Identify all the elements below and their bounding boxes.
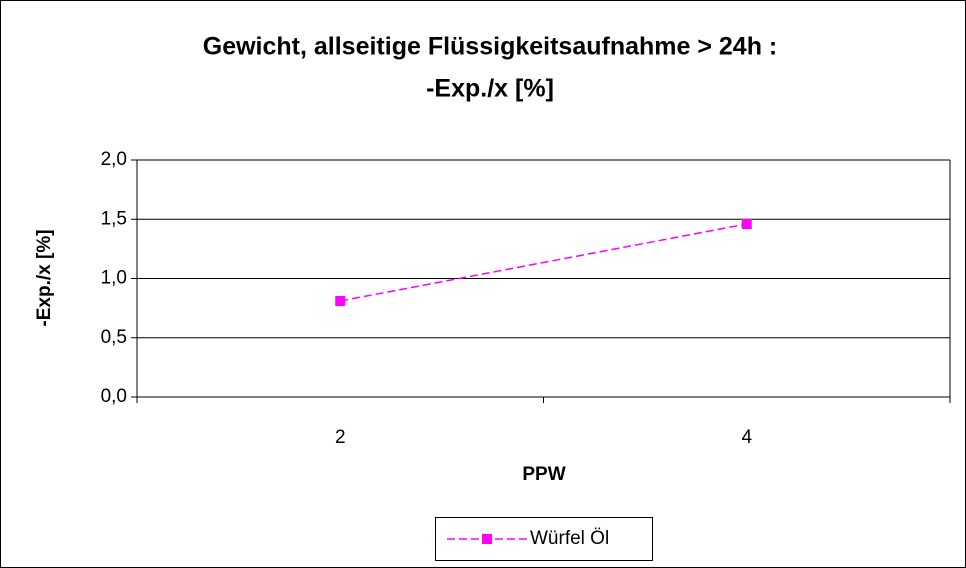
chart-title: Gewicht, allseitige Flüssigkeitsaufnahme… — [203, 33, 778, 61]
x-axis-title: PPW — [522, 464, 565, 485]
x-tick-label: 4 — [741, 427, 752, 448]
x-tick-label: 2 — [335, 427, 346, 448]
marker — [335, 296, 346, 307]
y-tick-label: 1,0 — [101, 268, 127, 289]
marker — [741, 218, 752, 229]
legend-label: Würfel Öl — [530, 528, 609, 549]
legend-marker — [482, 534, 492, 544]
y-axis-title: -Exp./x [%] — [34, 229, 55, 326]
y-tick-label: 1,5 — [101, 208, 127, 229]
y-tick-label: 0,5 — [101, 327, 127, 348]
series-line — [340, 223, 747, 302]
chart-title: -Exp./x [%] — [426, 75, 554, 103]
y-tick-label: 0,0 — [101, 386, 127, 407]
y-tick-label: 2,0 — [101, 149, 127, 170]
